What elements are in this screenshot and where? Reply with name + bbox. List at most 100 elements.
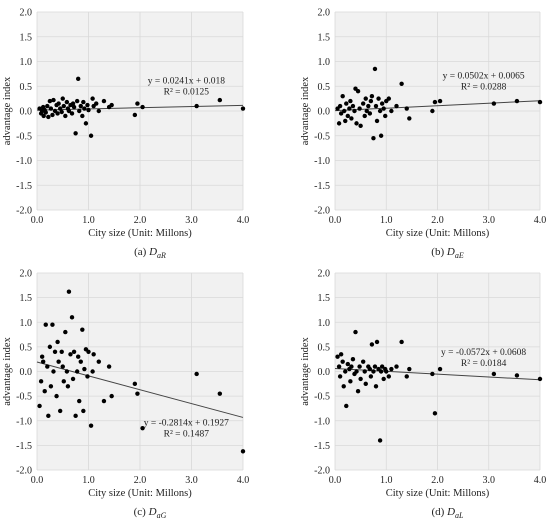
data-point (394, 103, 399, 109)
data-point (81, 99, 86, 105)
data-point (56, 101, 61, 106)
y-tick-label: 1.5 (20, 293, 33, 304)
data-point (61, 103, 66, 109)
data-point (71, 349, 77, 354)
data-point (357, 106, 362, 111)
data-point (343, 118, 348, 124)
data-point (407, 366, 412, 372)
data-point (76, 76, 81, 82)
x-tick-label: 1.0 (82, 475, 95, 486)
y-tick-label: 2.0 (20, 8, 33, 19)
data-point (349, 364, 354, 369)
x-tick-label: 0.0 (329, 475, 342, 486)
data-point (82, 366, 87, 372)
data-point (394, 364, 399, 369)
data-point (341, 384, 346, 389)
x-tick-label: 4.0 (237, 215, 250, 226)
data-point (358, 123, 363, 129)
data-point (109, 393, 114, 399)
data-point (38, 379, 44, 384)
data-point (82, 106, 87, 111)
y-tick-label: -0.5 (16, 131, 32, 142)
data-point (70, 101, 76, 106)
data-point (48, 384, 54, 389)
y-tick-label: -2.0 (16, 466, 32, 477)
x-tick-label: 3.0 (185, 475, 198, 486)
data-point (372, 364, 378, 369)
x-tick-label: 4.0 (237, 475, 250, 486)
x-tick-label: 2.0 (134, 475, 147, 486)
data-point (353, 329, 358, 335)
data-point (46, 413, 51, 419)
panel-subscript: aE (455, 251, 464, 260)
data-point (343, 369, 348, 374)
data-point (366, 103, 371, 109)
panel-caption: (d) DaL (432, 506, 465, 520)
data-point (106, 364, 112, 369)
panel-label: (c) (134, 506, 149, 518)
data-point (386, 96, 392, 101)
data-point (437, 366, 443, 372)
x-axis-label: City size (Unit: Millons) (386, 228, 490, 239)
data-point (430, 371, 435, 377)
y-tick-label: 0.5 (318, 342, 331, 353)
data-point (514, 98, 520, 104)
data-point (69, 315, 75, 320)
data-point (354, 121, 359, 126)
data-point (367, 111, 373, 116)
data-point (86, 107, 91, 113)
data-point (374, 339, 380, 345)
data-point (41, 113, 46, 119)
data-point (52, 349, 58, 354)
data-point (140, 104, 145, 110)
trendline-equation: y = 0.0241x + 0.018 (148, 76, 225, 86)
data-point (240, 449, 246, 454)
data-point (381, 376, 386, 382)
data-point (70, 376, 76, 382)
data-point (404, 374, 409, 379)
y-tick-label: 1.0 (20, 318, 33, 329)
data-point (360, 359, 366, 364)
data-point (57, 106, 63, 111)
data-point (45, 103, 50, 109)
data-point (63, 113, 68, 119)
trendline (36, 104, 244, 111)
data-point (344, 403, 349, 409)
data-point (46, 114, 51, 120)
x-tick-label: 1.0 (380, 215, 393, 226)
data-point (379, 364, 385, 369)
r-squared-label: R² = 0.0125 (164, 87, 210, 97)
data-point (59, 109, 64, 115)
data-point (342, 108, 347, 114)
data-point (345, 361, 351, 367)
data-point (373, 103, 379, 109)
data-point (354, 369, 359, 374)
y-tick-label: -1.0 (16, 416, 32, 427)
panel-symbol: D (148, 506, 157, 518)
data-point (91, 352, 96, 357)
data-point (371, 136, 376, 141)
data-point (347, 106, 352, 111)
data-point (76, 354, 81, 359)
data-point (344, 101, 349, 106)
data-point (362, 113, 367, 119)
data-point (349, 116, 354, 121)
data-point (352, 108, 357, 114)
y-tick-label: 0.5 (318, 82, 331, 93)
x-tick-label: 4.0 (534, 475, 547, 486)
data-point (399, 339, 404, 345)
data-point (217, 97, 223, 103)
data-point (135, 391, 140, 396)
y-tick-label: 0.0 (318, 107, 331, 118)
y-tick-label: -1.0 (314, 156, 330, 167)
data-point (369, 93, 375, 99)
data-point (85, 374, 90, 379)
data-point (66, 289, 72, 294)
panel-symbol: D (446, 506, 455, 518)
y-tick-label: 1.5 (318, 32, 331, 43)
data-point (432, 411, 438, 416)
y-tick-label: -2.0 (314, 466, 330, 477)
panel-symbol: D (148, 246, 157, 258)
data-point (335, 354, 340, 359)
